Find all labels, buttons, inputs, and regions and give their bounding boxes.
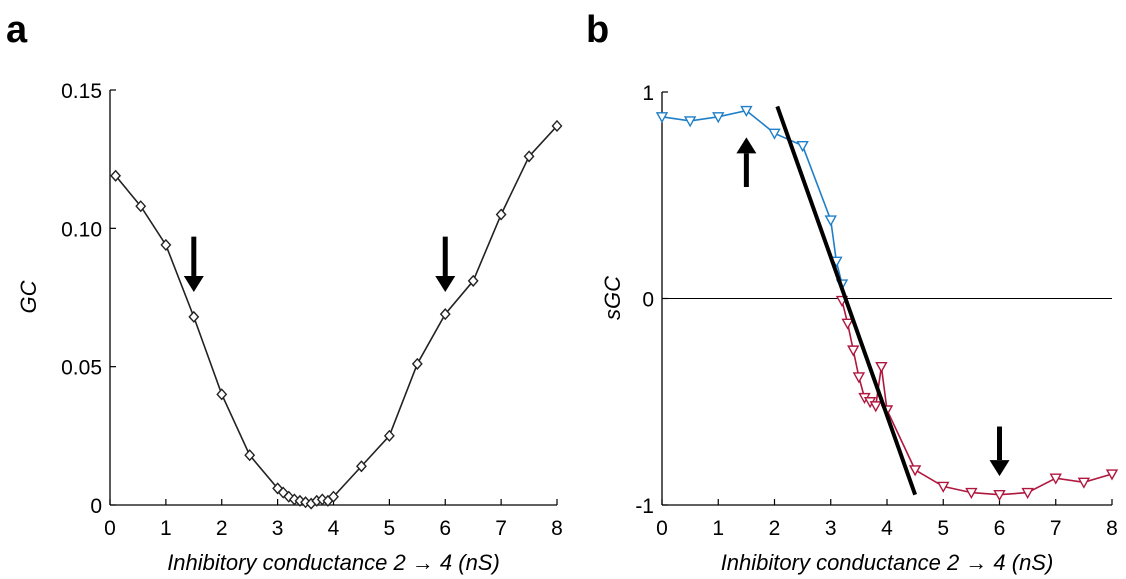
x-tick-label: 5 [384, 517, 396, 540]
y-tick-label: 1 [642, 82, 654, 105]
x-tick-label: 5 [937, 517, 949, 540]
data-point-marker [495, 208, 507, 221]
fit-line [775, 105, 918, 496]
series-0-line [114, 125, 558, 505]
data-point-marker [740, 105, 753, 118]
x-tick-label: 0 [656, 517, 668, 540]
y-tick-label: 0 [90, 495, 102, 518]
x-tick-label: 1 [160, 517, 172, 540]
data-point-marker [188, 310, 200, 323]
data-point-marker [135, 200, 147, 213]
x-tick-label: 6 [439, 517, 451, 540]
data-point-marker [796, 140, 809, 153]
y-tick-label: 0.10 [61, 218, 102, 241]
series-0-line [661, 109, 843, 285]
x-tick-label: 8 [1106, 517, 1118, 540]
x-tick-label: 1 [712, 517, 724, 540]
data-point-marker [875, 361, 888, 374]
data-point-marker [551, 119, 563, 133]
data-point-marker [869, 401, 882, 413]
data-point-marker [1021, 487, 1034, 500]
y-tick-label: -1 [635, 495, 654, 518]
data-point-marker [908, 465, 922, 477]
data-point-marker [852, 372, 866, 384]
chart-a-gc: 0 1 2 3 4 5 6 7 8 0 0.05 0.10 0.15 Inhibitory conduct… [16, 80, 563, 575]
x-tick-label: 0 [104, 517, 116, 540]
x-tick-label: 7 [495, 517, 507, 540]
x-tick-label: 2 [769, 517, 781, 540]
x-axis-label: Inhibitory conductance 2 → 4 (nS) [167, 550, 500, 575]
data-point-marker [411, 357, 423, 370]
arrow-head-icon [736, 137, 757, 154]
data-point-marker [1077, 477, 1091, 489]
arrow-head-icon [989, 460, 1010, 477]
data-point-marker [467, 274, 479, 287]
data-point-marker [1105, 469, 1119, 481]
panel-letter-b: b [586, 9, 609, 51]
x-tick-label: 4 [328, 517, 340, 540]
data-point-marker [244, 449, 256, 462]
x-axis-label: Inhibitory conductance 2 → 4 (nS) [721, 550, 1054, 575]
data-point-marker [841, 318, 854, 330]
y-tick-label: 0 [642, 289, 654, 312]
data-point-marker [355, 460, 367, 473]
x-tick-label: 8 [551, 517, 563, 540]
x-tick-label: 2 [216, 517, 228, 540]
x-tick-label: 3 [825, 517, 837, 540]
x-tick-label: 4 [881, 517, 893, 540]
data-point-marker [824, 215, 837, 227]
arrow-head-icon [435, 275, 456, 292]
data-point-marker [1049, 473, 1062, 485]
x-tick-label: 3 [272, 517, 284, 540]
data-point-marker [847, 345, 860, 357]
data-point-marker [712, 112, 725, 124]
x-tick-label: 7 [1050, 517, 1062, 540]
data-point-marker [439, 308, 451, 321]
y-tick-label: 0.15 [61, 80, 102, 103]
arrow-head-icon [183, 275, 204, 292]
y-axis-label: sGC [600, 276, 625, 320]
data-point-marker [160, 238, 172, 251]
data-point-marker [655, 112, 669, 124]
data-point-marker [216, 388, 228, 401]
panel-letter-a: a [6, 9, 28, 51]
data-point-marker [768, 128, 781, 140]
y-axis-label: GC [16, 280, 41, 313]
data-point-marker [993, 489, 1006, 502]
x-tick-label: 6 [994, 517, 1006, 540]
data-point-marker [328, 490, 339, 503]
data-point-marker [110, 169, 122, 182]
data-point-marker [965, 487, 978, 500]
data-point-marker [383, 429, 395, 442]
data-point-marker [937, 481, 950, 493]
data-point-marker [683, 116, 697, 128]
data-point-marker [523, 150, 535, 163]
y-tick-label: 0.05 [61, 357, 102, 380]
